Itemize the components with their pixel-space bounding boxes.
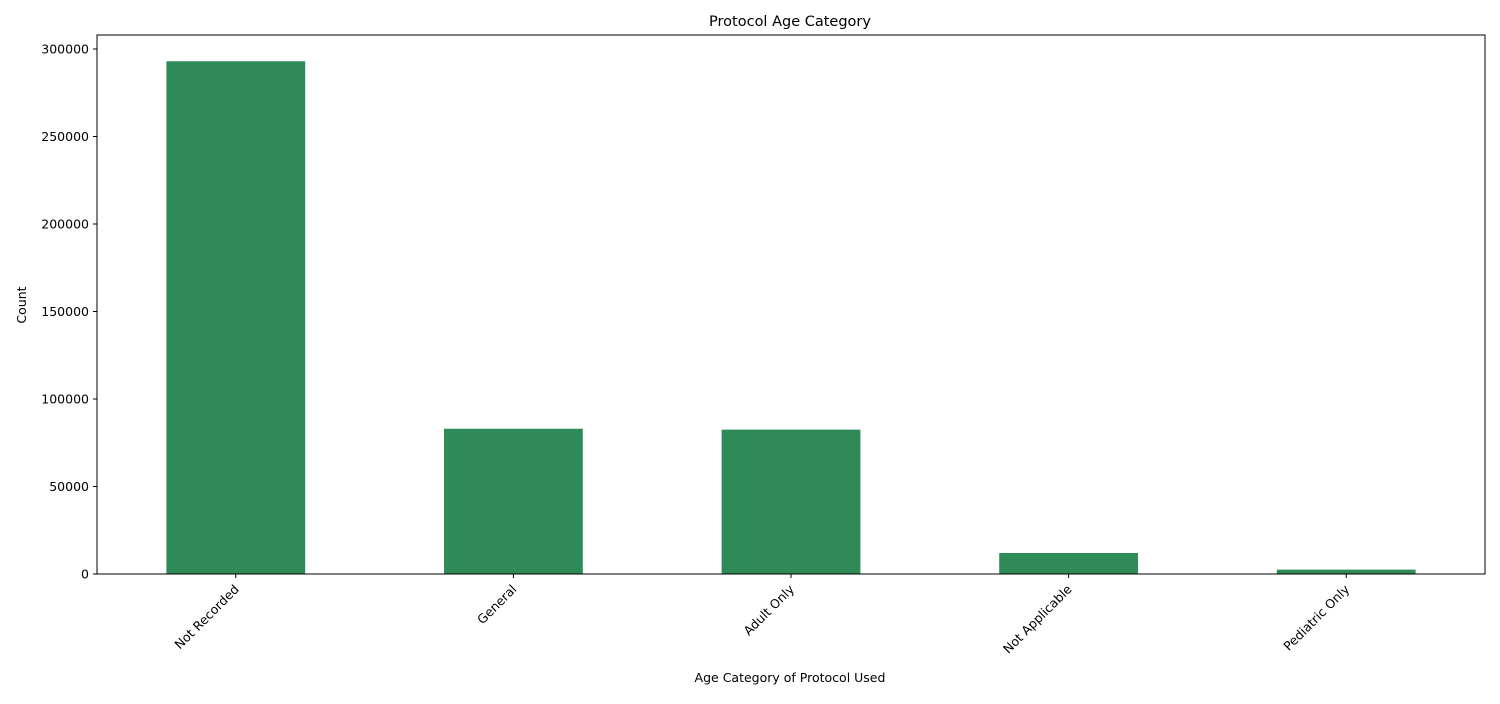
y-tick-label: 250000 (41, 129, 89, 144)
bars-group (166, 61, 1416, 574)
x-tick-label: Not Recorded (171, 582, 241, 652)
x-tick-label: Pediatric Only (1280, 581, 1352, 653)
y-tick-label: 50000 (49, 479, 89, 494)
x-axis-label: Age Category of Protocol Used (695, 670, 886, 685)
y-axis-label: Count (14, 286, 29, 323)
chart-title: Protocol Age Category (709, 14, 871, 30)
x-axis-ticks: Not Recorded General Adult Only Not Applica… (171, 574, 1353, 656)
bar-not-applicable (999, 553, 1138, 574)
x-tick-label: General (474, 582, 519, 627)
bar-not-recorded (166, 61, 306, 574)
y-tick-label: 0 (81, 567, 89, 582)
y-tick-label: 200000 (41, 217, 89, 232)
x-tick-label: Not Applicable (1000, 581, 1075, 656)
y-tick-label: 300000 (41, 42, 89, 57)
plot-frame (96, 34, 1486, 575)
y-tick-label: 100000 (41, 392, 89, 407)
y-axis-ticks: 0 50000 100000 150000 200000 250000 300000 (41, 42, 97, 582)
y-tick-label: 150000 (41, 304, 89, 319)
bar-general (444, 428, 583, 574)
x-tick-label: Adult Only (740, 581, 797, 638)
bar-adult-only (721, 429, 861, 574)
bar-pediatric-only (1276, 569, 1416, 574)
